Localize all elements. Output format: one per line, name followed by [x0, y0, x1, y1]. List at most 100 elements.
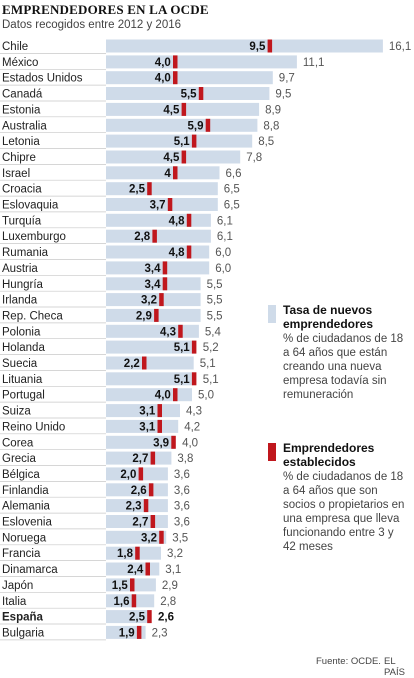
value-label-new: 5,1: [200, 358, 216, 370]
category-label: Bulgaria: [2, 627, 45, 639]
value-label-new: 6,1: [217, 215, 233, 227]
value-label-established: 2,9: [136, 310, 152, 322]
bar-new-entrepreneurs: [106, 546, 161, 560]
category-label: España: [2, 612, 44, 624]
bar-new-entrepreneurs: [106, 134, 253, 148]
category-label: México: [2, 57, 38, 69]
category-label: Estonia: [2, 104, 41, 116]
bar-new-entrepreneurs: [106, 39, 383, 53]
category-label: Portugal: [2, 390, 45, 402]
category-label: Finlandia: [2, 485, 49, 497]
marker-established: [162, 277, 168, 291]
value-label-established: 1,5: [112, 580, 129, 592]
value-label-established: 9,5: [249, 41, 266, 53]
bar-new-entrepreneurs: [106, 150, 241, 164]
bar-new-entrepreneurs: [106, 308, 201, 322]
bar-new-entrepreneurs: [106, 245, 210, 259]
category-label: Luxemburgo: [2, 231, 66, 243]
value-label-established: 5,1: [174, 136, 191, 148]
value-label-new: 4,3: [186, 406, 202, 418]
value-label-established: 3,4: [145, 279, 162, 291]
category-label: Polonia: [2, 326, 41, 338]
marker-established: [181, 102, 187, 116]
chart-subtitle: Datos recogidos entre 2012 y 2016: [2, 19, 182, 31]
value-label-new: 8,5: [258, 136, 274, 148]
bar-new-entrepreneurs: [106, 277, 201, 291]
marker-established: [205, 118, 211, 132]
value-label-new: 3,6: [174, 501, 190, 513]
category-label: Francia: [2, 548, 41, 560]
value-label-established: 4,8: [169, 247, 186, 259]
bar-new-entrepreneurs: [106, 388, 192, 402]
value-label-established: 2,5: [129, 184, 146, 196]
marker-established: [145, 562, 150, 576]
value-label-new: 3,2: [167, 548, 183, 560]
category-label: Suecia: [2, 358, 38, 370]
bar-new-entrepreneurs: [106, 372, 194, 386]
value-label-established: 2,7: [132, 453, 148, 465]
category-label: Israel: [2, 168, 30, 180]
marker-established: [142, 356, 147, 370]
value-label-established: 3,2: [141, 295, 157, 307]
bar-new-entrepreneurs: [106, 340, 196, 354]
value-label-new: 2,3: [152, 627, 168, 639]
category-label: Reino Unido: [2, 421, 65, 433]
bar-new-entrepreneurs: [106, 198, 218, 211]
value-label-new: 5,5: [207, 295, 223, 307]
marker-established: [130, 578, 135, 592]
legend-description-established: % de ciudadanos de 18 a 64 años que son …: [283, 471, 405, 553]
value-label-new: 9,7: [279, 73, 295, 85]
marker-established: [147, 182, 152, 196]
value-label-new: 2,6: [158, 612, 174, 624]
value-label-established: 5,9: [188, 120, 204, 132]
bar-new-entrepreneurs: [106, 356, 194, 370]
value-label-established: 3,2: [141, 532, 157, 544]
value-label-established: 4: [164, 168, 171, 180]
category-label: Bélgica: [2, 469, 40, 481]
value-label-new: 3,5: [172, 532, 188, 544]
category-label: Austria: [2, 263, 38, 275]
category-label: Letonia: [2, 136, 40, 148]
category-label: Rep. Checa: [2, 310, 63, 322]
category-label: Estados Unidos: [2, 73, 83, 85]
category-label: Italia: [2, 596, 27, 608]
marker-established: [267, 39, 273, 53]
value-label-established: 4,0: [155, 57, 171, 69]
value-label-new: 6,5: [224, 184, 240, 196]
bar-new-entrepreneurs: [106, 261, 210, 275]
marker-established: [150, 451, 156, 465]
value-label-established: 2,3: [126, 501, 142, 513]
category-label: Corea: [2, 437, 34, 449]
source-note: Fuente: OCDE.: [316, 656, 381, 667]
legend-established-entrepreneurs: Emprendedores establecidos % de ciudadan…: [268, 441, 408, 554]
category-label: Turquía: [2, 215, 42, 227]
category-label: Croacia: [2, 184, 42, 196]
publisher-credit: EL PAÍS: [384, 656, 405, 678]
bar-new-entrepreneurs: [106, 213, 211, 227]
value-label-new: 5,1: [203, 374, 219, 386]
value-label-established: 3,7: [150, 200, 166, 212]
bar-chart: Chile 9,5 16,1 México 4,0 11,1 Estados Unidos 4…: [0, 39, 411, 641]
marker-established: [191, 372, 197, 386]
marker-established: [173, 71, 178, 85]
category-label: Rumania: [2, 247, 49, 259]
category-label: Eslovaquia: [2, 200, 59, 212]
value-label-established: 4,0: [155, 73, 171, 85]
marker-established: [131, 594, 137, 608]
value-label-established: 2,7: [132, 517, 148, 529]
value-label-new: 16,1: [389, 41, 411, 53]
legend-new-entrepreneurs: Tasa de nuevos emprendedores % de ciudad…: [268, 303, 408, 402]
marker-established: [135, 546, 140, 560]
value-label-established: 2,5: [129, 612, 146, 624]
category-label: Suiza: [2, 406, 31, 418]
bar-new-entrepreneurs: [106, 499, 168, 513]
bar-new-entrepreneurs: [106, 87, 270, 100]
marker-established: [150, 515, 156, 528]
marker-established: [173, 388, 178, 402]
bar-new-entrepreneurs: [106, 118, 258, 132]
bar-new-entrepreneurs: [106, 435, 175, 449]
bar-new-entrepreneurs: [106, 625, 146, 639]
value-label-new: 6,1: [217, 231, 233, 243]
category-label: Chipre: [2, 152, 36, 164]
value-label-established: 4,0: [155, 390, 171, 402]
